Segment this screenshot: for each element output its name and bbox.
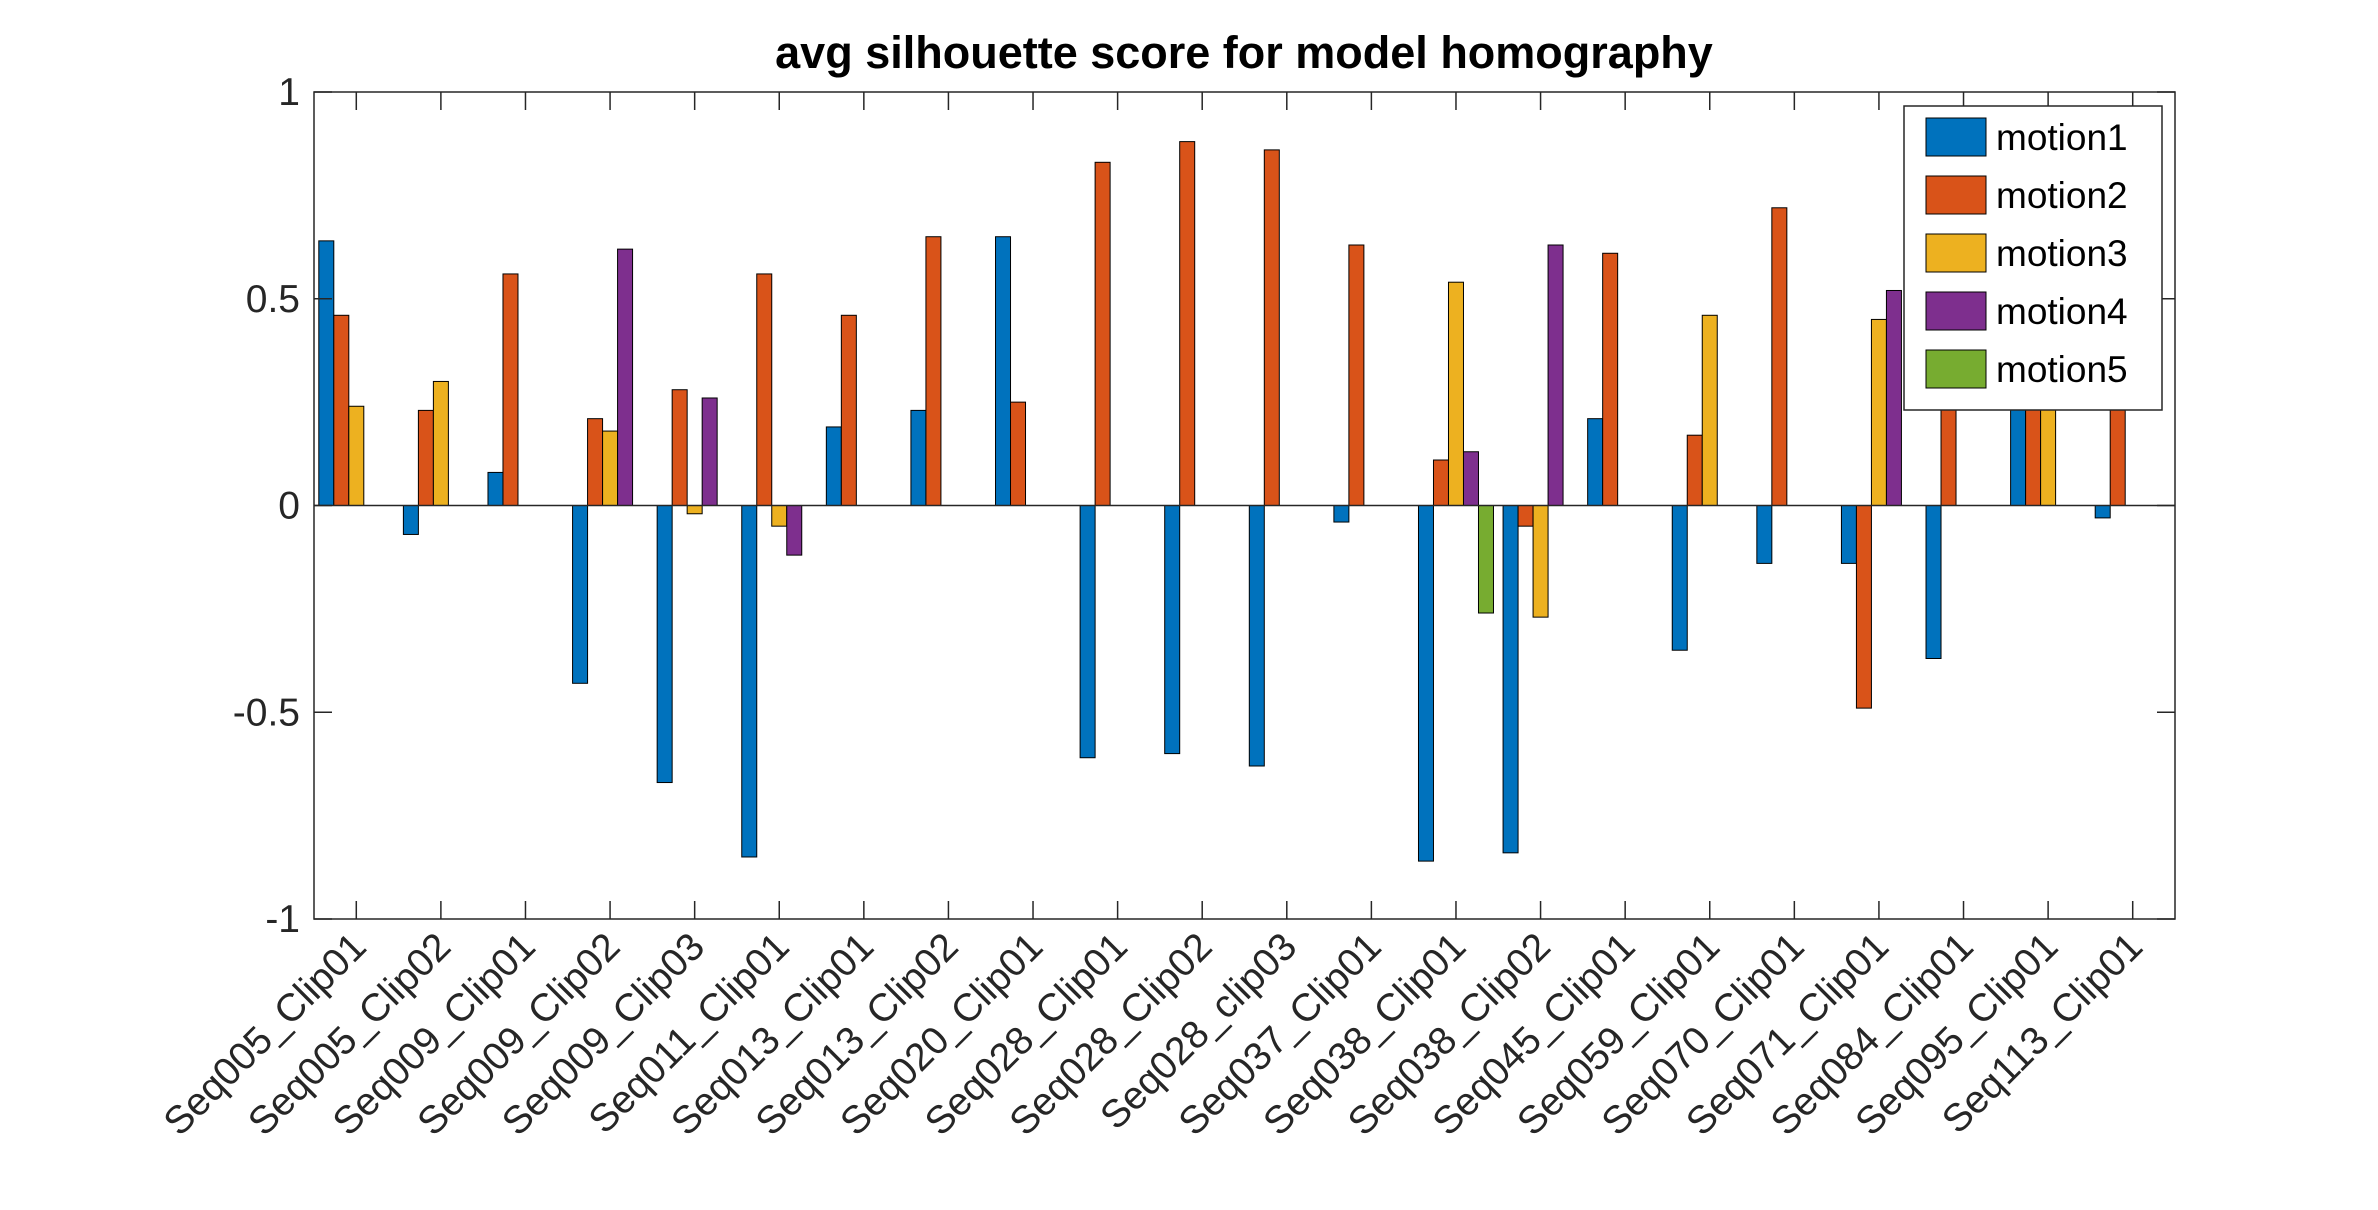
bar-motion2-Seq009_Clip02 bbox=[587, 418, 604, 507]
bar-motion3-Seq038_Clip02 bbox=[1532, 505, 1549, 618]
legend-label-motion3: motion3 bbox=[1996, 233, 2128, 274]
bar-motion2-Seq071_Clip01 bbox=[1855, 505, 1872, 709]
bar-motion1-Seq013_Clip02 bbox=[910, 409, 927, 507]
bar-motion1-Seq045_Clip01 bbox=[1587, 418, 1604, 507]
bar-motion2-Seq020_Clip01 bbox=[1010, 401, 1027, 507]
bar-motion2-Seq059_Clip01 bbox=[1686, 434, 1703, 507]
bar-motion2-Seq011_Clip01 bbox=[756, 273, 773, 506]
bar-motion4-Seq038_Clip01 bbox=[1462, 451, 1479, 506]
bar-motion4-Seq009_Clip03 bbox=[701, 397, 718, 506]
bar-motion3-Seq059_Clip01 bbox=[1701, 314, 1718, 507]
bar-motion1-Seq037_Clip01 bbox=[1333, 505, 1350, 523]
bar-motion1-Seq084_Clip01 bbox=[1925, 505, 1942, 659]
bar-motion2-Seq028_Clip01 bbox=[1094, 161, 1111, 507]
bar-motion1-Seq009_Clip01 bbox=[487, 471, 504, 507]
bar-motion1-Seq009_Clip03 bbox=[656, 505, 673, 784]
bar-motion1-Seq009_Clip02 bbox=[572, 505, 589, 684]
bar-motion1-Seq059_Clip01 bbox=[1671, 505, 1688, 651]
bar-motion2-Seq005_Clip02 bbox=[417, 409, 434, 507]
bar-motion5-Seq038_Clip01 bbox=[1477, 505, 1494, 614]
legend-swatch-motion5 bbox=[1925, 349, 1987, 389]
bar-motion1-Seq013_Clip01 bbox=[825, 426, 842, 506]
y-tick-label: 0 bbox=[278, 485, 300, 528]
bar-motion1-Seq011_Clip01 bbox=[741, 505, 758, 858]
bar-motion2-Seq070_Clip01 bbox=[1771, 207, 1788, 506]
bar-motion2-Seq045_Clip01 bbox=[1602, 252, 1619, 506]
legend-label-motion1: motion1 bbox=[1996, 117, 2128, 158]
y-axis: -1 -0.5 0 0.5 1 bbox=[233, 71, 2175, 941]
bar-motion1-Seq070_Clip01 bbox=[1756, 505, 1773, 564]
bar-motion2-Seq009_Clip01 bbox=[502, 273, 519, 506]
chart-title: avg silhouette score for model homograph… bbox=[775, 27, 1713, 78]
bar-motion1-Seq020_Clip01 bbox=[995, 236, 1012, 506]
y-tick-label: -0.5 bbox=[233, 691, 300, 734]
bar-motion1-Seq028_Clip01 bbox=[1079, 505, 1096, 759]
bar-motion3-Seq005_Clip01 bbox=[348, 405, 365, 507]
bar-motion2-Seq037_Clip01 bbox=[1348, 244, 1365, 506]
bar-motion3-Seq038_Clip01 bbox=[1447, 281, 1464, 506]
bar-motion4-Seq071_Clip01 bbox=[1885, 289, 1902, 507]
bar-motion2-Seq013_Clip01 bbox=[840, 314, 857, 507]
legend-swatch-motion3 bbox=[1925, 233, 1987, 273]
bar-motion2-Seq028_clip03 bbox=[1263, 149, 1280, 506]
bar-motion1-Seq071_Clip01 bbox=[1840, 505, 1857, 564]
bar-motion3-Seq005_Clip02 bbox=[432, 380, 449, 507]
bar-motion1-Seq028_Clip02 bbox=[1164, 505, 1181, 755]
legend-swatch-motion2 bbox=[1925, 175, 1987, 215]
bar-motion1-Seq038_Clip02 bbox=[1502, 505, 1519, 854]
bar-motion2-Seq005_Clip01 bbox=[333, 314, 350, 507]
bar-motion1-Seq005_Clip01 bbox=[318, 240, 335, 507]
legend-label-motion5: motion5 bbox=[1996, 349, 2128, 390]
bar-motion1-Seq038_Clip01 bbox=[1417, 505, 1434, 862]
legend-swatch-motion4 bbox=[1925, 291, 1987, 331]
y-tick-label: 1 bbox=[278, 71, 300, 114]
bar-motion1-Seq113_Clip01 bbox=[2094, 505, 2111, 519]
bar-motion2-Seq009_Clip03 bbox=[671, 389, 688, 506]
bar-motion4-Seq009_Clip02 bbox=[617, 248, 634, 506]
bar-motion2-Seq028_Clip02 bbox=[1179, 141, 1196, 506]
bar-motion2-Seq038_Clip02 bbox=[1517, 505, 1534, 527]
legend: motion1 motion2 motion3 motion4 motion5 bbox=[1903, 105, 2163, 411]
legend-swatch-motion1 bbox=[1925, 117, 1987, 157]
legend-label-motion2: motion2 bbox=[1996, 175, 2128, 216]
bar-motion3-Seq009_Clip03 bbox=[686, 505, 703, 515]
bar-motion3-Seq011_Clip01 bbox=[771, 505, 788, 527]
bar-motion3-Seq009_Clip02 bbox=[602, 430, 619, 507]
bar-motion2-Seq013_Clip02 bbox=[925, 236, 942, 506]
bar-motion3-Seq071_Clip01 bbox=[1870, 318, 1887, 506]
y-tick-label: -1 bbox=[265, 898, 300, 941]
bar-motion4-Seq011_Clip01 bbox=[786, 505, 803, 556]
bar-motion4-Seq038_Clip02 bbox=[1547, 244, 1564, 506]
bars-group bbox=[318, 141, 2126, 862]
legend-label-motion4: motion4 bbox=[1996, 291, 2128, 332]
bar-motion1-Seq005_Clip02 bbox=[402, 505, 419, 535]
y-tick-label: 0.5 bbox=[246, 278, 300, 321]
bar-motion2-Seq038_Clip01 bbox=[1432, 459, 1449, 507]
bar-motion1-Seq028_clip03 bbox=[1248, 505, 1265, 767]
